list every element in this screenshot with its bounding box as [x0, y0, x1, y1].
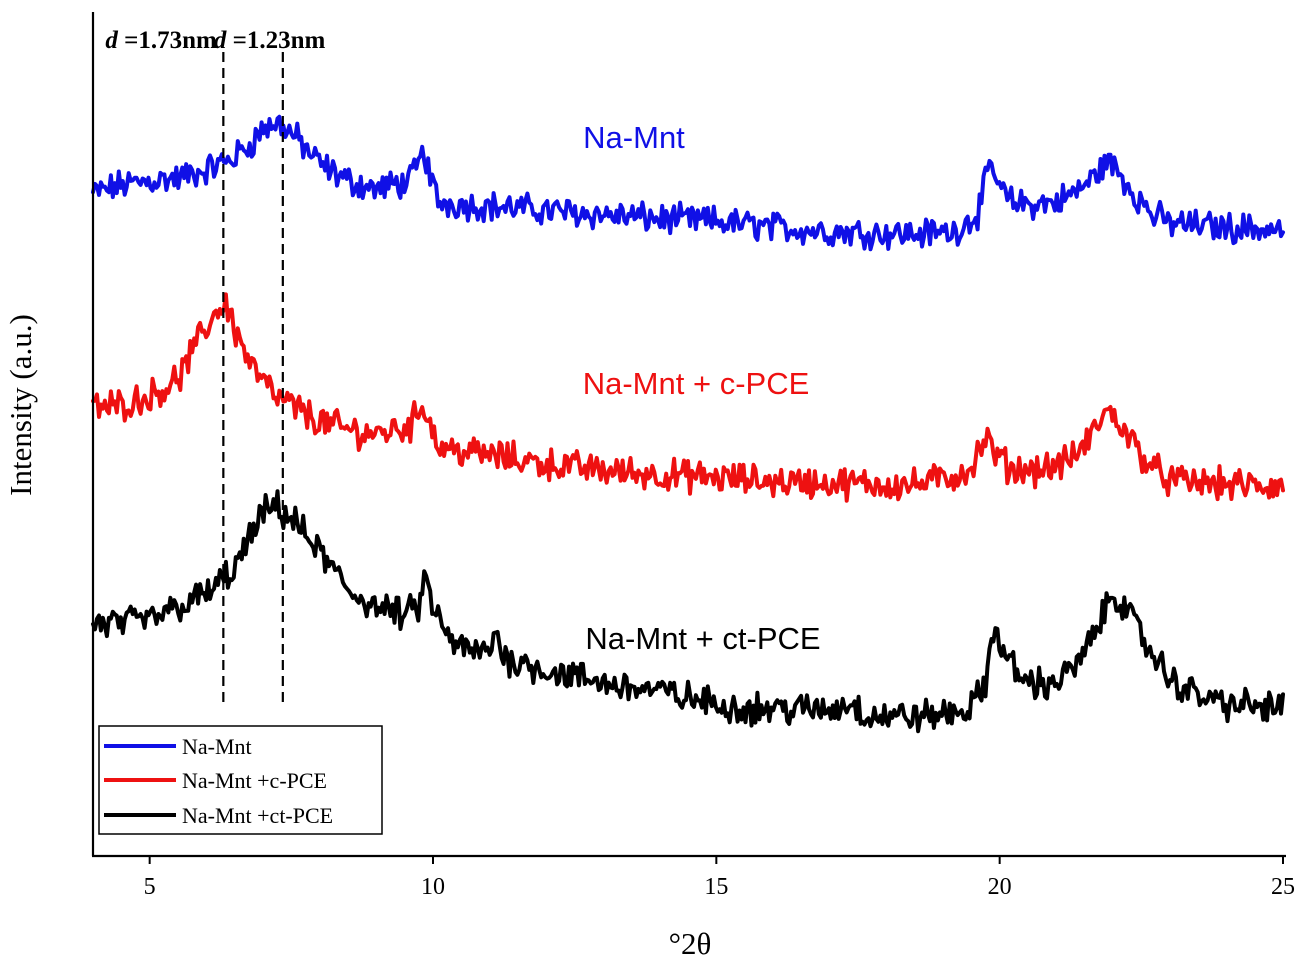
d-value: =1.23nm: [226, 27, 325, 54]
series-line-1: [91, 114, 1285, 252]
legend: Na-Mnt Na-Mnt +c-PCE Na-Mnt +ct-PCE: [98, 725, 383, 835]
series-labels: Na-Mnt Na-Mnt + c-PCE Na-Mnt + ct-PCE: [583, 120, 821, 656]
d-symbol: d: [214, 27, 227, 54]
legend-label: Na-Mnt: [182, 734, 252, 759]
x-tick-label: 25: [1271, 874, 1295, 900]
x-tick-label: 15: [704, 874, 728, 900]
series-label: Na-Mnt + c-PCE: [583, 366, 810, 401]
d-symbol: d: [105, 27, 118, 54]
x-tick-label: 5: [144, 874, 156, 900]
y-axis-title: Intensity (a.u.): [3, 314, 38, 496]
series-line-2: [91, 292, 1285, 503]
x-tick-label: 10: [421, 874, 445, 900]
x-ticks: 5 10 15 20 25: [144, 856, 1295, 900]
series-label: Na-Mnt + ct-PCE: [585, 621, 820, 656]
series-line-3: [91, 489, 1285, 734]
d-spacing-label: d =1.73nm: [105, 27, 217, 54]
d-spacing-label: d =1.23nm: [214, 27, 326, 54]
series-label: Na-Mnt: [583, 120, 685, 155]
legend-label: Na-Mnt +c-PCE: [182, 768, 327, 793]
series-layer: [91, 114, 1285, 734]
legend-label: Na-Mnt +ct-PCE: [182, 803, 333, 828]
d-value: =1.73nm: [118, 27, 217, 54]
x-tick-label: 20: [988, 874, 1012, 900]
x-axis-title: °2θ: [669, 926, 712, 961]
